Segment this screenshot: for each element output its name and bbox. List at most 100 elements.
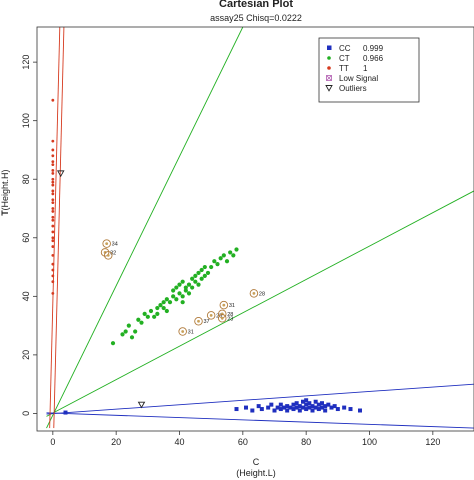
outlier-marker [137, 401, 146, 409]
point-ct [218, 256, 223, 261]
point-tt [51, 210, 55, 213]
low-signal-point [105, 242, 109, 246]
point-cc [307, 401, 312, 406]
point-cc [278, 402, 283, 407]
point-tt [51, 224, 55, 228]
point-ct [148, 308, 154, 314]
chart-subtitle: assay25 Chisq=0.0222 [210, 13, 302, 23]
point-ct [199, 276, 204, 281]
point-tt [51, 163, 55, 166]
point-cc [269, 402, 274, 407]
chart-title: Cartesian Plot [219, 0, 293, 10]
x-axis-label: C [253, 457, 260, 467]
point-ct [133, 329, 138, 334]
point-cc [297, 408, 302, 413]
low-signal-marker [102, 239, 111, 248]
low-signal-marker [219, 300, 229, 310]
point-ct [190, 285, 195, 290]
point-cc [297, 404, 302, 409]
point-ct [209, 264, 214, 270]
point-ct [177, 282, 182, 287]
point-tt [51, 198, 55, 202]
point-cc [332, 404, 337, 409]
point-tt [51, 253, 55, 257]
x-axis-label-sub: (Height.L) [236, 468, 276, 478]
low-signal-marker [249, 289, 259, 298]
point-cc [301, 405, 305, 410]
point-ct [110, 341, 116, 346]
point-tt [51, 139, 55, 143]
low-signal-point [106, 253, 110, 257]
point-ct [228, 250, 233, 255]
point-cc [259, 407, 264, 412]
point-label: 32 [110, 250, 116, 256]
point-ct [221, 253, 226, 258]
legend-label: Low Signal [339, 74, 378, 83]
point-cc [313, 399, 318, 404]
point-tt [51, 160, 55, 164]
legend-marker-low-signal [326, 75, 332, 81]
point-tt [51, 171, 55, 175]
point-cc [285, 408, 290, 413]
legend-value: 0.999 [363, 44, 384, 53]
point-cc [329, 405, 334, 410]
point-ct [142, 311, 147, 316]
y-tick-label: 80 [21, 174, 31, 184]
point-tt [51, 154, 55, 158]
low-signal-marker [103, 251, 113, 260]
low-signal-marker [100, 248, 110, 257]
point-cc [316, 407, 321, 412]
point-ct [186, 291, 192, 296]
x-tick-label: 100 [362, 437, 377, 447]
point-cc [307, 405, 312, 410]
point-ct [139, 320, 144, 325]
plot-frame [36, 26, 474, 432]
point-label: 31 [188, 329, 194, 335]
y-tick-label: 0 [21, 411, 31, 416]
point-ct [202, 264, 207, 270]
low-signal-point [209, 313, 213, 317]
point-tt [51, 148, 55, 152]
legend-marker-ct [327, 56, 331, 60]
point-ct [155, 305, 160, 311]
low-signal-point [252, 292, 256, 295]
point-ct [167, 300, 173, 305]
point-tt [51, 280, 55, 284]
point-ct [186, 282, 192, 287]
point-ct [129, 335, 135, 340]
low-signal-marker [194, 316, 203, 326]
point-label: 28 [259, 291, 265, 297]
point-tt [51, 183, 55, 187]
point-label: 31 [229, 303, 235, 309]
point-cc [304, 398, 309, 403]
point-ct [215, 262, 220, 267]
point-tt [51, 239, 55, 243]
point-ct [136, 317, 141, 322]
boundary-line-2 [46, 383, 474, 415]
legend-label: CT [339, 54, 350, 63]
outlier-marker [56, 170, 65, 178]
point-cc [244, 405, 248, 410]
point-tt [51, 177, 55, 181]
point-cc [63, 410, 68, 415]
y-tick-label: 60 [21, 233, 31, 243]
point-ct [171, 294, 176, 299]
point-cc [256, 404, 261, 409]
point-cc [342, 405, 347, 410]
point-tt [51, 189, 55, 193]
point-ct [171, 288, 176, 293]
point-ct [174, 285, 179, 290]
point-ct [126, 323, 131, 328]
y-tick-label: 120 [21, 55, 31, 70]
point-cc [335, 407, 340, 412]
point-cc [288, 405, 293, 410]
legend-label: Outliers [339, 84, 367, 93]
boundary-line-4 [49, 27, 61, 429]
point-cc [272, 408, 277, 413]
y-tick-label: 20 [21, 350, 31, 360]
low-signal-point [197, 319, 200, 323]
point-ct [183, 285, 188, 290]
point-label: 28 [227, 312, 233, 318]
point-tt [51, 230, 55, 234]
